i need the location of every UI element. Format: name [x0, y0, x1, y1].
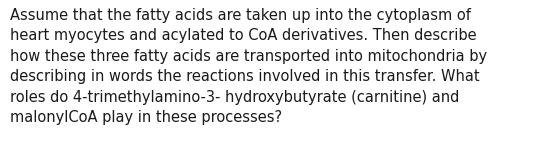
Text: Assume that the fatty acids are taken up into the cytoplasm of
heart myocytes an: Assume that the fatty acids are taken up… [10, 8, 487, 125]
